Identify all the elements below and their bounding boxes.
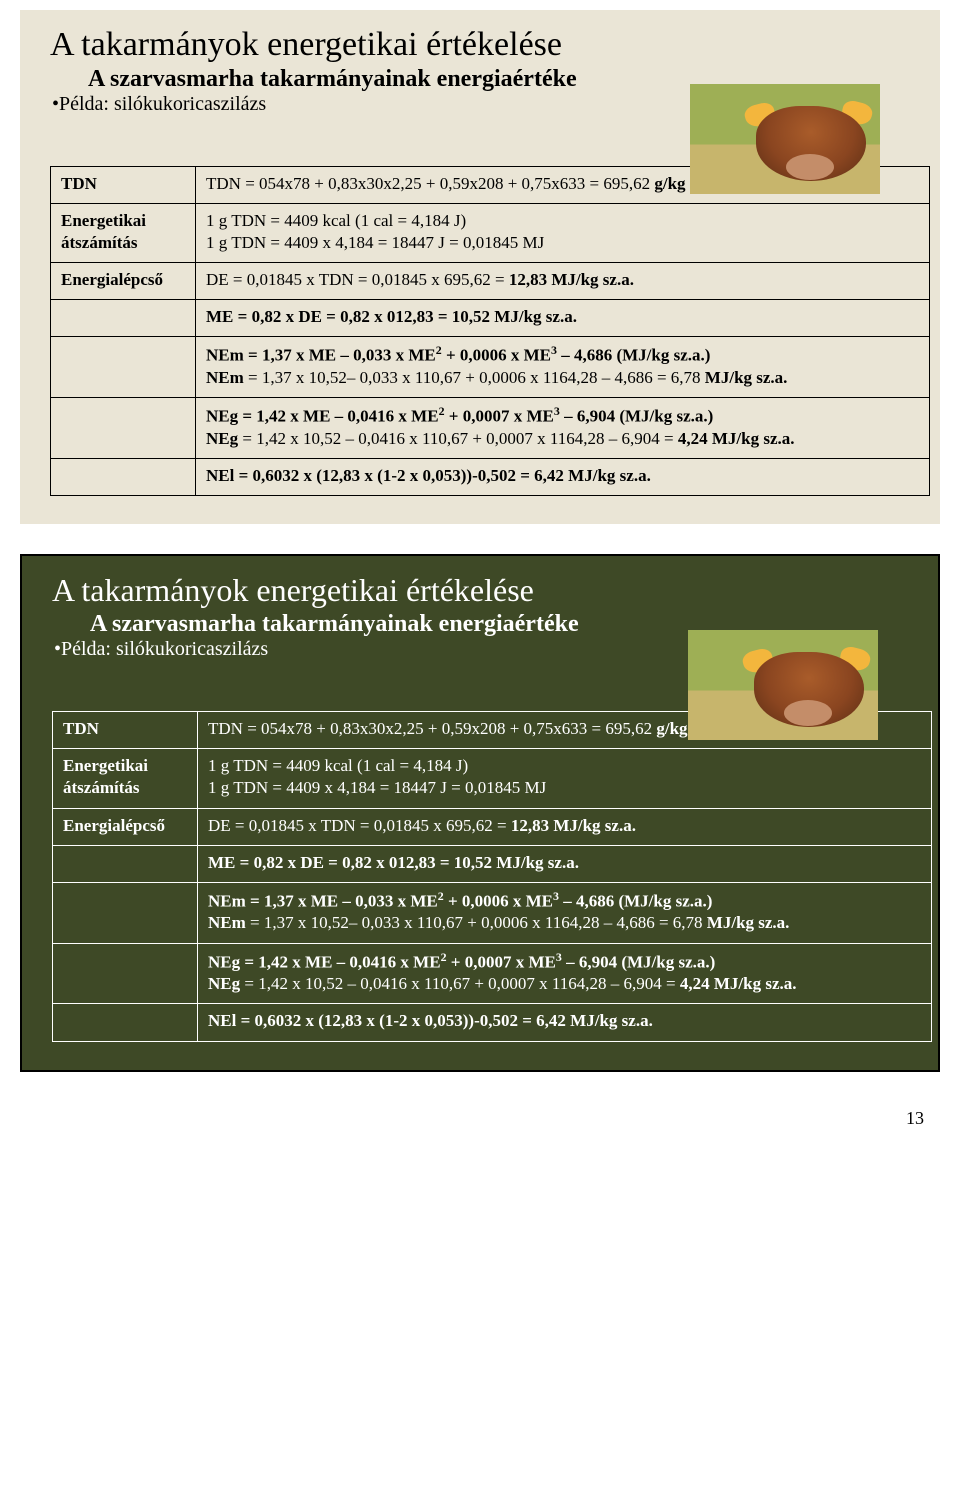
table-row: NEg = 1,42 x ME – 0,0416 x ME2 + 0,0007 … — [51, 398, 930, 459]
cell-empty — [51, 398, 196, 459]
text: 12,83 MJ/kg sz.a. — [509, 270, 634, 289]
text: 4,24 MJ/kg sz.a. — [680, 974, 797, 993]
text: 12,83 MJ/kg sz.a. — [511, 816, 636, 835]
text: = 1,37 x 10,52– 0,033 x 110,67 + 0,0006 … — [244, 368, 705, 387]
slide-2: A takarmányok energetikai értékelése A s… — [20, 554, 940, 1071]
table-row: NEm = 1,37 x ME – 0,033 x ME2 + 0,0006 x… — [53, 882, 932, 943]
cell-nem-value: NEm = 1,37 x ME – 0,033 x ME2 + 0,0006 x… — [198, 882, 932, 943]
text: = 1,42 x 10,52 – 0,0416 x 110,67 + 0,000… — [238, 429, 678, 448]
cell-de-value: DE = 0,01845 x TDN = 0,01845 x 695,62 = … — [198, 808, 932, 845]
text: NEg — [208, 974, 240, 993]
cell-conv-label: Energetikai átszámítás — [51, 204, 196, 263]
slide-1: A takarmányok energetikai értékelése A s… — [20, 10, 940, 524]
text: = 1,42 x 10,52 – 0,0416 x 110,67 + 0,000… — [240, 974, 680, 993]
table-row: NEl = 0,6032 x (12,83 x (1-2 x 0,053))-0… — [51, 459, 930, 496]
energy-table-2: TDN TDN = 054x78 + 0,83x30x2,25 + 0,59x2… — [52, 711, 932, 1041]
cell-empty — [53, 845, 198, 882]
cell-step-label: Energialépcső — [53, 808, 198, 845]
cell-tdn-label: TDN — [53, 712, 198, 749]
text: NEm = 1,37 x ME – 0,033 x ME — [208, 891, 438, 910]
slide-1-header: A takarmányok energetikai értékelése A s… — [50, 26, 910, 116]
text: Energetikai — [61, 211, 146, 230]
table-row: Energialépcső DE = 0,01845 x TDN = 0,018… — [51, 263, 930, 300]
text: MJ/kg sz.a. — [707, 913, 790, 932]
text: DE = 0,01845 x TDN = 0,01845 x 695,62 = — [206, 270, 509, 289]
text: 1 g TDN = 4409 kcal (1 cal = 4,184 J) — [208, 756, 468, 775]
energy-table-1: TDN TDN = 054x78 + 0,83x30x2,25 + 0,59x2… — [50, 166, 930, 496]
table-row: Energialépcső DE = 0,01845 x TDN = 0,018… — [53, 808, 932, 845]
text: TDN = 054x78 + 0,83x30x2,25 + 0,59x208 +… — [208, 719, 656, 738]
cell-conv-value: 1 g TDN = 4409 kcal (1 cal = 4,184 J) 1 … — [198, 749, 932, 808]
text: NEm — [208, 913, 246, 932]
text: + 0,0006 x ME — [444, 891, 553, 910]
text: – 6,904 (MJ/kg sz.a.) — [560, 407, 713, 426]
cell-step-label: Energialépcső — [51, 263, 196, 300]
text: – 4,686 (MJ/kg sz.a.) — [559, 891, 712, 910]
cell-nel-value: NEl = 0,6032 x (12,83 x (1-2 x 0,053))-0… — [198, 1004, 932, 1041]
table-row: NEm = 1,37 x ME – 0,033 x ME2 + 0,0006 x… — [51, 337, 930, 398]
text: + 0,0007 x ME — [445, 407, 554, 426]
cell-empty — [51, 300, 196, 337]
text: MJ/kg sz.a. — [705, 368, 788, 387]
text: TDN = 054x78 + 0,83x30x2,25 + 0,59x208 +… — [206, 174, 654, 193]
text: NEg — [206, 429, 238, 448]
text: 4,24 MJ/kg sz.a. — [678, 429, 795, 448]
page-number: 13 — [0, 1102, 960, 1139]
cell-nel-value: NEl = 0,6032 x (12,83 x (1-2 x 0,053))-0… — [196, 459, 930, 496]
slide-2-header: A takarmányok energetikai értékelése A s… — [52, 572, 908, 661]
cell-me-value: ME = 0,82 x DE = 0,82 x 012,83 = 10,52 M… — [198, 845, 932, 882]
table-row: ME = 0,82 x DE = 0,82 x 012,83 = 10,52 M… — [51, 300, 930, 337]
text: – 4,686 (MJ/kg sz.a.) — [557, 346, 710, 365]
cell-de-value: DE = 0,01845 x TDN = 0,01845 x 695,62 = … — [196, 263, 930, 300]
slide-2-inner: A takarmányok energetikai értékelése A s… — [22, 556, 938, 1059]
text: átszámítás — [63, 778, 139, 797]
cell-neg-value: NEg = 1,42 x ME – 0,0416 x ME2 + 0,0007 … — [196, 398, 930, 459]
cow-image — [690, 84, 880, 194]
text: + 0,0007 x ME — [447, 952, 556, 971]
table-row: Energetikai átszámítás 1 g TDN = 4409 kc… — [53, 749, 932, 808]
table-row: NEl = 0,6032 x (12,83 x (1-2 x 0,053))-0… — [53, 1004, 932, 1041]
cell-empty — [53, 1004, 198, 1041]
cell-empty — [53, 882, 198, 943]
text: NEg = 1,42 x ME – 0,0416 x ME — [208, 952, 441, 971]
table-row: Energetikai átszámítás 1 g TDN = 4409 kc… — [51, 204, 930, 263]
slide-2-title: A takarmányok energetikai értékelése — [52, 572, 908, 609]
text: 1 g TDN = 4409 x 4,184 = 18447 J = 0,018… — [206, 233, 544, 252]
slide-1-inner: A takarmányok energetikai értékelése A s… — [20, 10, 940, 514]
text: + 0,0006 x ME — [442, 346, 551, 365]
cow-image — [688, 630, 878, 740]
cell-neg-value: NEg = 1,42 x ME – 0,0416 x ME2 + 0,0007 … — [198, 943, 932, 1004]
cell-empty — [51, 337, 196, 398]
text: NEm = 1,37 x ME – 0,033 x ME — [206, 346, 436, 365]
cell-tdn-label: TDN — [51, 167, 196, 204]
cell-nem-value: NEm = 1,37 x ME – 0,033 x ME2 + 0,0006 x… — [196, 337, 930, 398]
cell-empty — [51, 459, 196, 496]
table-row: NEg = 1,42 x ME – 0,0416 x ME2 + 0,0007 … — [53, 943, 932, 1004]
slide-1-title: A takarmányok energetikai értékelése — [50, 26, 910, 64]
cell-conv-value: 1 g TDN = 4409 kcal (1 cal = 4,184 J) 1 … — [196, 204, 930, 263]
text: 1 g TDN = 4409 x 4,184 = 18447 J = 0,018… — [208, 778, 546, 797]
text: NEg = 1,42 x ME – 0,0416 x ME — [206, 407, 439, 426]
cell-me-value: ME = 0,82 x DE = 0,82 x 012,83 = 10,52 M… — [196, 300, 930, 337]
text: DE = 0,01845 x TDN = 0,01845 x 695,62 = — [208, 816, 511, 835]
text: = 1,37 x 10,52– 0,033 x 110,67 + 0,0006 … — [246, 913, 707, 932]
text: NEm — [206, 368, 244, 387]
cell-empty — [53, 943, 198, 1004]
text: 1 g TDN = 4409 kcal (1 cal = 4,184 J) — [206, 211, 466, 230]
cell-conv-label: Energetikai átszámítás — [53, 749, 198, 808]
text: Energetikai — [63, 756, 148, 775]
table-row: ME = 0,82 x DE = 0,82 x 012,83 = 10,52 M… — [53, 845, 932, 882]
text: – 6,904 (MJ/kg sz.a.) — [562, 952, 715, 971]
text: átszámítás — [61, 233, 137, 252]
